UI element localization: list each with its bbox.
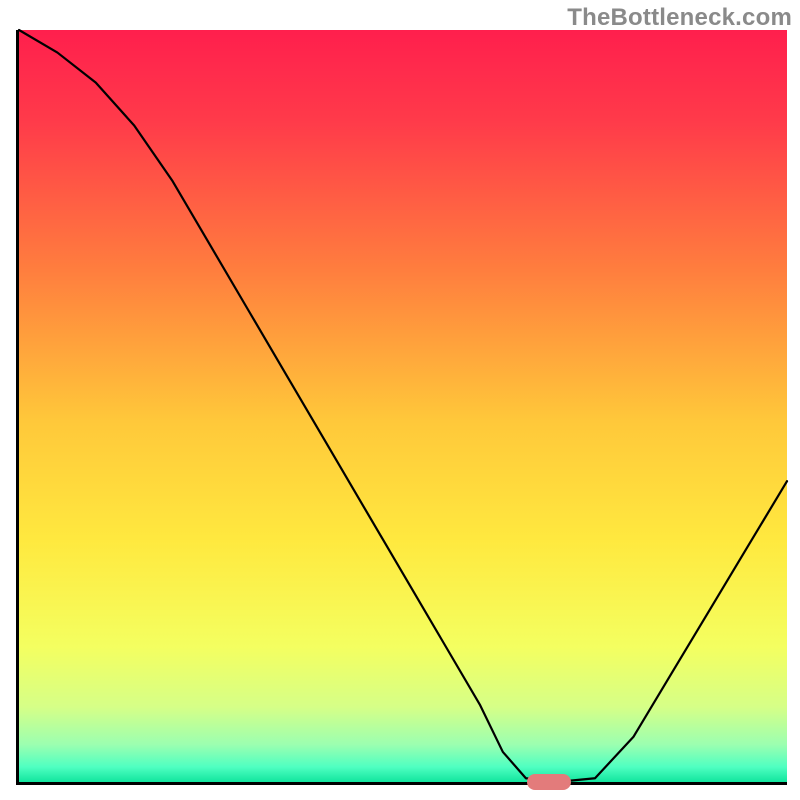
bottleneck-curve (19, 30, 787, 782)
chart-frame: TheBottleneck.com (0, 0, 800, 800)
optimal-marker (527, 774, 571, 790)
plot-area (16, 30, 787, 785)
watermark-text: TheBottleneck.com (567, 4, 792, 32)
curve-path (19, 30, 787, 782)
